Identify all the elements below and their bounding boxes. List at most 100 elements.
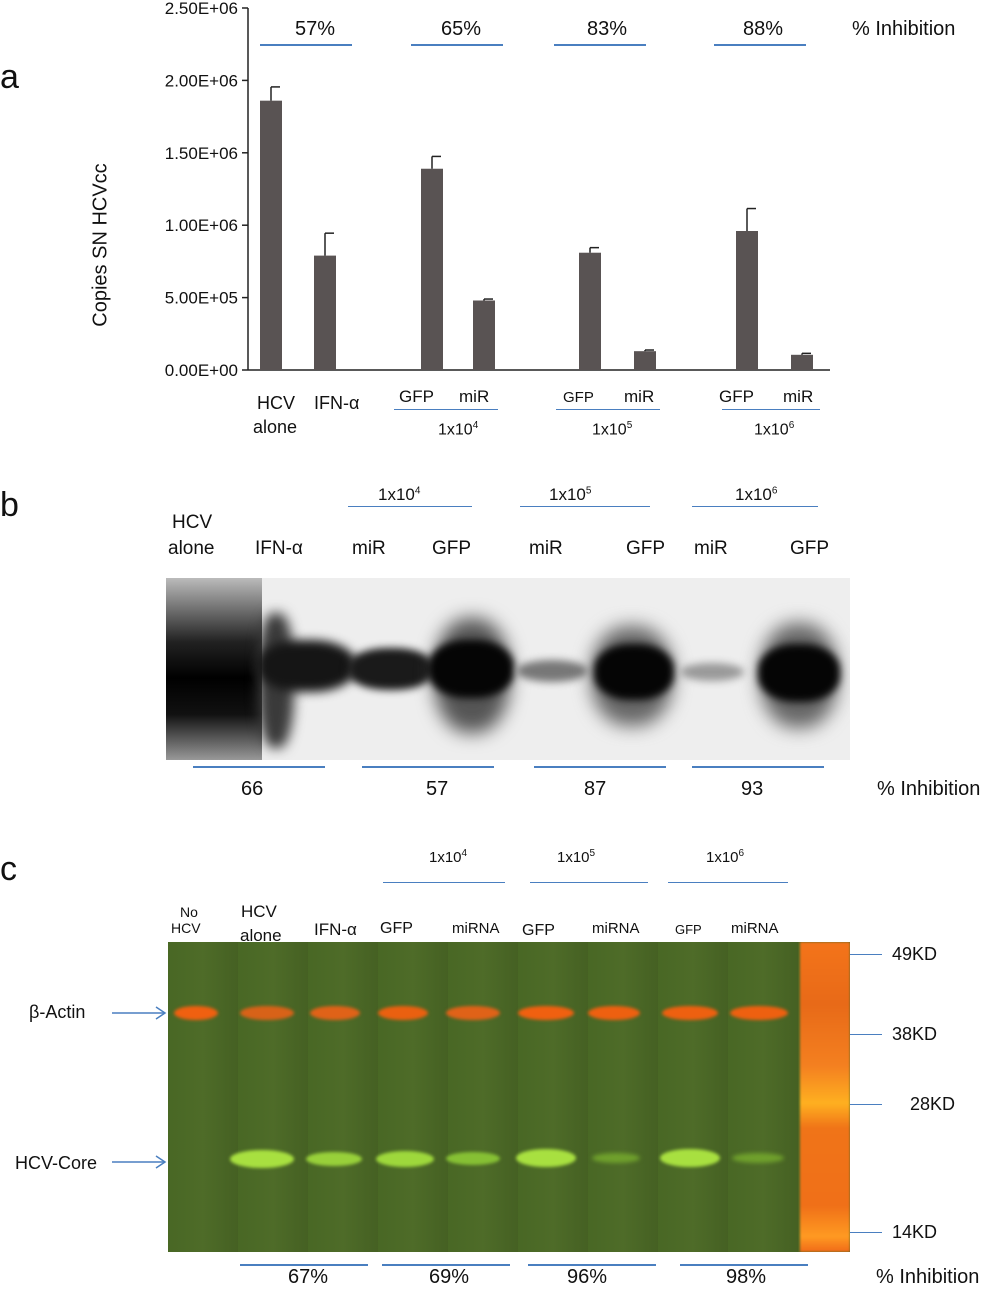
core-band: [732, 1153, 784, 1163]
y-tick-label: 2.50E+06: [165, 0, 238, 18]
bar-chart: 0.00E+00 5.00E+05 1.00E+06 1.50E+06 2.00E+06…: [165, 0, 830, 380]
core-band: [516, 1149, 576, 1167]
group-line: [714, 44, 806, 46]
blot-band: [758, 644, 840, 702]
lane-label-gfp: GFP: [790, 538, 830, 559]
x-label-hcv: HCV: [257, 393, 296, 413]
bar: [736, 230, 758, 370]
group-line: [362, 766, 494, 768]
lane-label-gfp: GFP: [522, 922, 555, 939]
inhibition-title-c: % Inhibition: [876, 1266, 980, 1288]
y-tick-label: 1.00E+06: [165, 216, 238, 235]
core-band: [306, 1152, 362, 1166]
dose-label: 1x105: [592, 420, 633, 439]
actin-band: [446, 1006, 500, 1020]
group-line: [240, 1264, 368, 1266]
inhibition-value-c: 69%: [429, 1266, 470, 1288]
blot-band: [348, 648, 434, 690]
dose-line: [556, 409, 660, 410]
inhibition-title-b: % Inhibition: [877, 778, 981, 800]
panel-a-letter: a: [0, 58, 19, 96]
marker-label: 28KD: [910, 1094, 956, 1114]
group-line: [260, 44, 352, 46]
group-line: [193, 766, 325, 768]
core-band: [660, 1149, 720, 1167]
core-band: [376, 1151, 434, 1167]
inhibition-value-a: 88%: [743, 18, 784, 40]
x-label-gfp: GFP: [399, 387, 434, 406]
marker-tick: [850, 1034, 882, 1035]
actin-band: [588, 1006, 640, 1020]
core-band: [446, 1152, 500, 1165]
dose-label: 1x105: [549, 485, 592, 504]
hcv-core-label: HCV-Core: [15, 1153, 98, 1173]
inhibition-title-a: % Inhibition: [852, 18, 956, 40]
bar: [260, 100, 282, 370]
inhibition-value-b: 93: [741, 778, 764, 800]
actin-band: [730, 1006, 788, 1020]
actin-band: [662, 1006, 718, 1020]
x-label-mir: miR: [624, 387, 655, 406]
actin-band: [518, 1006, 574, 1020]
inhibition-value-c: 98%: [726, 1266, 767, 1288]
dose-line: [668, 882, 788, 883]
blot-band: [594, 644, 674, 700]
lane-label-ifn: IFN-α: [255, 538, 303, 559]
blot-band: [680, 663, 744, 681]
dose-label: 1x104: [438, 420, 479, 439]
marker-tick: [850, 1104, 882, 1105]
blot-band: [258, 640, 356, 692]
lane-label-alone: alone: [240, 926, 282, 945]
blot-lane-shading: [168, 942, 850, 1252]
actin-band: [378, 1006, 428, 1020]
y-tick-label: 5.00E+05: [165, 289, 238, 308]
lane-label-no: No: [180, 904, 198, 920]
x-label-mir: miR: [783, 387, 814, 406]
group-line: [680, 1264, 808, 1266]
lane-label-hcv: HCV: [171, 920, 201, 936]
x-label-gfp: GFP: [563, 389, 594, 406]
core-band: [230, 1150, 294, 1168]
dose-label: 1x106: [706, 848, 745, 866]
panel-b-letter: b: [0, 486, 19, 524]
lane-label-mir: miR: [352, 538, 386, 559]
marker-ladder: [800, 942, 850, 1252]
marker-label: 49KD: [892, 944, 938, 964]
bar: [791, 354, 813, 370]
blot-band: [428, 640, 514, 698]
actin-band: [310, 1006, 360, 1020]
bar: [421, 168, 443, 370]
lane-label-mir: miR: [694, 538, 728, 559]
dose-line: [348, 506, 472, 507]
x-label-mir: miR: [459, 387, 490, 406]
lane-label-ifn: IFN-α: [314, 920, 357, 939]
lane-label-hcv: HCV: [241, 902, 277, 921]
lane-label-mir: miR: [529, 538, 563, 559]
dose-label: 1x106: [754, 420, 795, 439]
chart-a-ylabel: Copies SN HCVcc: [89, 163, 112, 327]
lane-label-mirna: miRNA: [731, 920, 779, 937]
inhibition-value-c: 67%: [288, 1266, 329, 1288]
arrow-icon: [112, 1155, 167, 1169]
bar: [314, 255, 336, 370]
lane-label-gfp: GFP: [380, 920, 413, 937]
group-line: [528, 1264, 656, 1266]
marker-tick: [850, 954, 882, 955]
dose-line: [520, 506, 650, 507]
x-label-gfp: GFP: [719, 387, 754, 406]
dose-label: 1x104: [378, 485, 421, 504]
group-line: [554, 44, 646, 46]
northern-blot-image: [166, 578, 850, 760]
inhibition-value-a: 57%: [295, 18, 336, 40]
lane-label-hcv: HCV: [172, 512, 213, 533]
actin-band: [240, 1006, 294, 1020]
beta-actin-label: β-Actin: [29, 1002, 86, 1022]
inhibition-value-b: 66: [241, 778, 264, 800]
marker-tick: [850, 1232, 882, 1233]
dose-line: [722, 409, 820, 410]
panel-c-letter: c: [0, 850, 17, 888]
inhibition-value-a: 65%: [441, 18, 482, 40]
dose-line: [692, 506, 818, 507]
x-label-alone: alone: [253, 417, 298, 437]
arrow-icon: [112, 1006, 167, 1020]
